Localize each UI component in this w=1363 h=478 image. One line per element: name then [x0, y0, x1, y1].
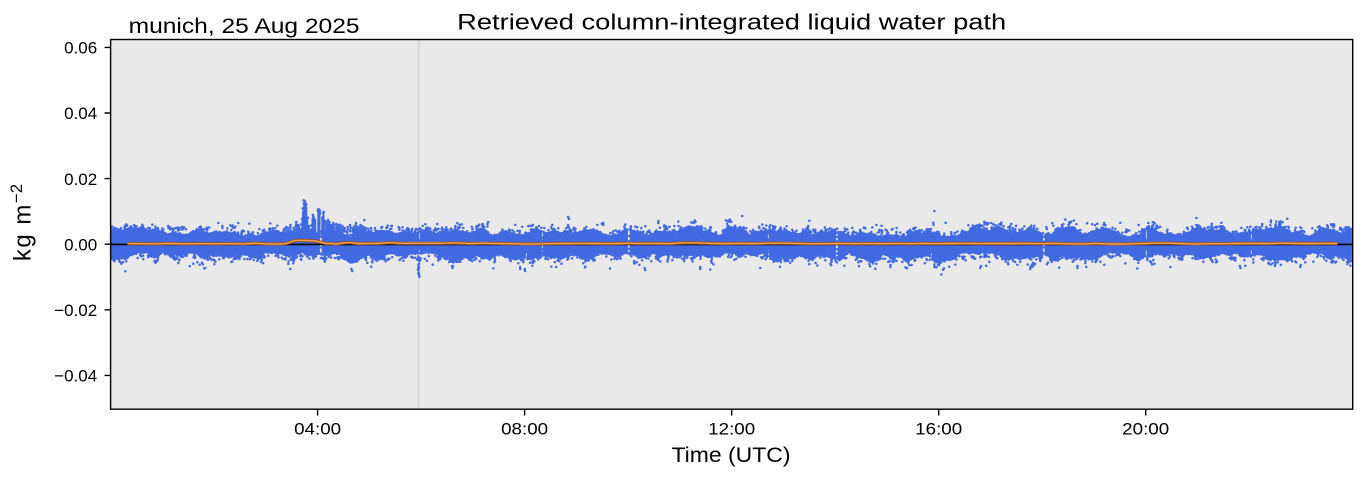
svg-text:0.00: 0.00 [64, 235, 97, 254]
svg-text:20:00: 20:00 [1122, 420, 1169, 439]
svg-text:04:00: 04:00 [294, 420, 341, 439]
svg-text:0.06: 0.06 [64, 39, 97, 58]
svg-text:kg m−2: kg m−2 [7, 184, 37, 261]
svg-text:0.04: 0.04 [64, 104, 97, 123]
svg-text:−0.04: −0.04 [54, 367, 97, 386]
svg-text:12:00: 12:00 [708, 420, 755, 439]
svg-text:munich, 25 Aug 2025: munich, 25 Aug 2025 [129, 15, 360, 38]
svg-text:08:00: 08:00 [501, 420, 548, 439]
svg-text:−0.02: −0.02 [54, 301, 97, 320]
svg-text:Retrieved column-integrated li: Retrieved column-integrated liquid water… [457, 10, 1006, 35]
svg-text:0.02: 0.02 [64, 170, 97, 189]
svg-text:Time (UTC): Time (UTC) [672, 443, 791, 467]
svg-text:16:00: 16:00 [915, 420, 962, 439]
